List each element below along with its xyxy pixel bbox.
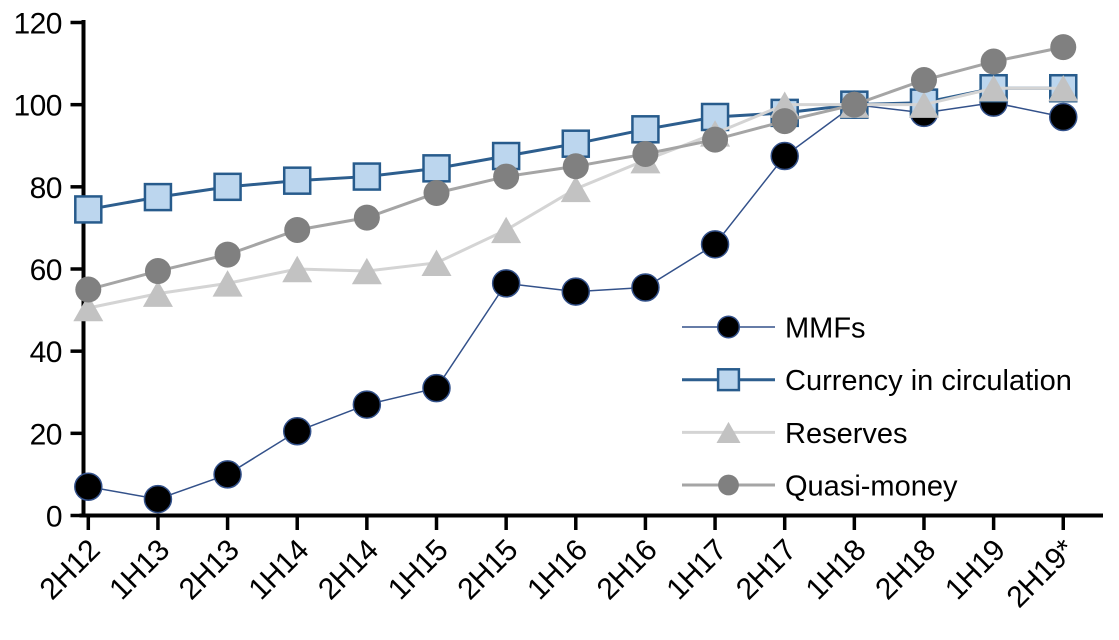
x-tick-label: 1H16 bbox=[521, 534, 594, 607]
data-point-marker bbox=[631, 115, 660, 144]
data-point-marker bbox=[910, 67, 937, 94]
data-point-marker bbox=[491, 216, 522, 244]
data-point-marker bbox=[143, 484, 173, 514]
data-point-marker bbox=[421, 249, 452, 277]
data-point-marker bbox=[282, 166, 312, 195]
legend-square-icon bbox=[716, 368, 741, 392]
x-tick-label: 1H15 bbox=[382, 534, 455, 607]
legend-entry-currency-in-circulation: Currency in circulation bbox=[682, 365, 1072, 397]
data-point-marker bbox=[422, 154, 451, 183]
legend-entry-quasi-money: Quasi-money bbox=[682, 471, 958, 503]
data-point-marker bbox=[212, 270, 243, 297]
data-point-marker bbox=[561, 277, 591, 306]
data-point-marker bbox=[73, 294, 104, 322]
data-point-marker bbox=[142, 280, 173, 307]
legend-label: Currency in circulation bbox=[785, 365, 1072, 397]
x-tick-label: 2H17 bbox=[730, 534, 803, 607]
y-tick-label: 80 bbox=[30, 172, 62, 205]
data-point-marker bbox=[841, 91, 868, 118]
data-point-marker bbox=[700, 230, 730, 259]
data-point-marker bbox=[353, 204, 380, 231]
x-tick-label: 1H17 bbox=[660, 534, 733, 607]
data-point-marker bbox=[770, 141, 799, 171]
x-tick-label: 2H12 bbox=[34, 534, 107, 607]
legend-label: MMFs bbox=[785, 313, 866, 345]
legend-circle-icon bbox=[718, 474, 739, 496]
data-point-marker bbox=[1049, 102, 1078, 132]
data-point-marker bbox=[491, 269, 521, 298]
legend-label: Quasi-money bbox=[785, 471, 958, 503]
data-point-marker bbox=[423, 179, 450, 206]
data-point-marker bbox=[493, 163, 520, 190]
data-point-marker bbox=[352, 390, 382, 419]
data-point-marker bbox=[631, 273, 660, 302]
x-tick-label: 2H15 bbox=[451, 534, 524, 607]
y-tick-label: 40 bbox=[30, 336, 62, 369]
data-point-marker bbox=[1050, 34, 1077, 61]
y-tick-label: 100 bbox=[13, 90, 62, 123]
data-point-marker bbox=[771, 108, 798, 135]
data-point-marker bbox=[284, 216, 311, 243]
series-layer bbox=[73, 34, 1079, 514]
x-tick-label: 2H18 bbox=[869, 534, 942, 607]
data-point-marker bbox=[978, 75, 1009, 102]
legend-entry-mmfs: MMFs bbox=[682, 313, 866, 345]
x-tick-label: 2H14 bbox=[312, 534, 385, 607]
data-point-marker bbox=[351, 257, 382, 285]
data-point-marker bbox=[560, 175, 591, 203]
data-point-marker bbox=[213, 460, 242, 489]
data-point-marker bbox=[74, 195, 103, 224]
data-point-marker bbox=[491, 141, 521, 171]
x-tick-label: 2H13 bbox=[173, 534, 246, 607]
y-tick-label: 20 bbox=[30, 418, 62, 451]
series-quasi-money bbox=[75, 34, 1077, 303]
legend-entry-reserves: Reserves bbox=[682, 418, 908, 450]
data-point-marker bbox=[143, 182, 173, 212]
data-point-marker bbox=[1048, 75, 1079, 102]
legend-circle-icon bbox=[716, 315, 741, 339]
data-point-marker bbox=[74, 472, 103, 501]
legend-triangle-icon bbox=[716, 421, 741, 443]
data-point-marker bbox=[214, 241, 241, 268]
data-point-marker bbox=[282, 255, 313, 283]
data-point-marker bbox=[422, 373, 451, 403]
data-point-marker bbox=[282, 417, 312, 446]
data-point-marker bbox=[144, 258, 171, 285]
x-tick-label: 2H19* bbox=[1001, 533, 1082, 614]
x-tick-label: 1H14 bbox=[243, 534, 316, 607]
data-point-marker bbox=[702, 126, 729, 153]
data-point-marker bbox=[352, 162, 382, 191]
x-tick-label: 1H13 bbox=[103, 534, 176, 607]
y-tick-label: 0 bbox=[46, 501, 62, 534]
legend-label: Reserves bbox=[785, 418, 908, 450]
data-point-marker bbox=[213, 172, 242, 202]
data-point-marker bbox=[562, 153, 589, 180]
data-point-marker bbox=[75, 276, 102, 303]
x-tick-label: 2H16 bbox=[591, 534, 664, 607]
y-tick-label: 60 bbox=[30, 254, 62, 287]
data-point-marker bbox=[632, 140, 659, 167]
x-tick-label: 1H18 bbox=[800, 534, 873, 607]
data-point-marker bbox=[980, 48, 1007, 75]
x-tick-label: 1H19 bbox=[939, 534, 1012, 607]
data-point-marker bbox=[561, 129, 591, 158]
y-tick-label: 120 bbox=[13, 8, 62, 41]
legend: MMFs Currency in circulation Reserves Quasi… bbox=[682, 313, 1072, 503]
data-point-marker bbox=[908, 91, 939, 118]
